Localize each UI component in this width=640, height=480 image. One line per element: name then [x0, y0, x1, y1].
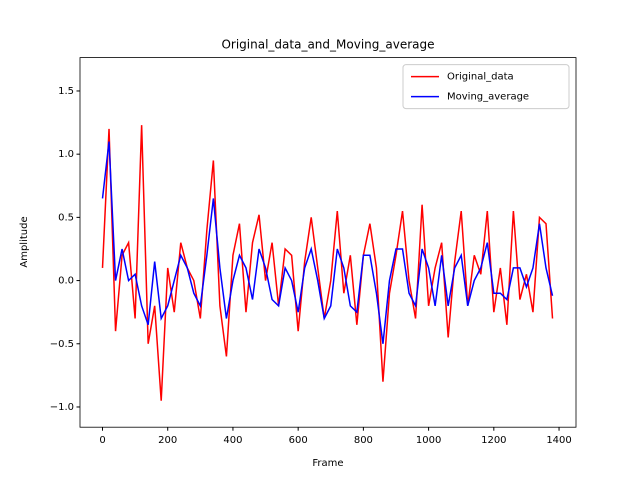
x-tick-label: 200 [158, 435, 177, 446]
y-tick-label: 1.5 [58, 86, 74, 97]
chart-title: Original_data_and_Moving_average [221, 38, 434, 52]
x-tick-label: 0 [99, 435, 105, 446]
x-tick-label: 1000 [416, 435, 441, 446]
x-tick-label: 800 [354, 435, 373, 446]
y-axis-label: Amplitude [19, 216, 30, 267]
x-tick-label: 400 [223, 435, 242, 446]
x-tick-label: 600 [289, 435, 308, 446]
y-tick-label: 0.0 [58, 276, 74, 287]
x-tick-label: 1400 [546, 435, 571, 446]
y-tick-label: −0.5 [50, 339, 74, 350]
y-tick-label: 0.5 [58, 212, 74, 223]
y-tick-label: 1.0 [58, 149, 74, 160]
legend-label: Original_data [447, 72, 514, 83]
plot-frame [79, 57, 577, 428]
y-tick-label: −1.0 [50, 402, 74, 413]
series-line [101, 125, 554, 401]
legend-box [402, 64, 570, 110]
series-line [101, 141, 554, 344]
legend-label: Moving_average [447, 92, 529, 103]
x-tick-label: 1200 [481, 435, 506, 446]
x-axis-label: Frame [312, 458, 343, 469]
